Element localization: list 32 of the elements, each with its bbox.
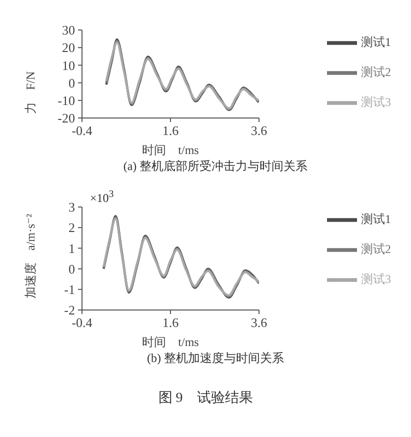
caption: 图 9 试验结果 — [157, 390, 254, 407]
x-tick-label: -0.4 — [72, 315, 93, 330]
legend-label: 测试1 — [361, 34, 391, 49]
legend-label: 测试2 — [361, 242, 391, 256]
legend-label: 测试2 — [361, 64, 391, 79]
y-tick-label: 0 — [68, 75, 75, 90]
x-tick-label: 3.6 — [250, 123, 268, 138]
y-axis-title: 加速度 a/m·s⁻² — [23, 214, 38, 298]
legend-label: 测试3 — [361, 272, 391, 286]
text: ×10$^{3}$ — [90, 189, 114, 206]
x-tick-label: 1.6 — [162, 123, 180, 138]
y-tick-label: 30 — [62, 22, 75, 38]
y-tick-label: -2 — [64, 302, 75, 318]
y-tick-label: -1 — [64, 282, 75, 298]
legend-label: 测试1 — [361, 212, 391, 226]
y-tick-label: 0 — [68, 261, 75, 276]
y-tick-label: 1 — [68, 240, 75, 256]
x-axis-title: 时间 t/ms — [142, 143, 200, 157]
y-tick-label: 2 — [68, 220, 75, 236]
x-tick-label: -0.4 — [72, 123, 93, 138]
x-tick-label: 1.6 — [162, 315, 180, 330]
y-axis-title: 力 F/N — [23, 70, 38, 114]
y-tick-label: -20 — [58, 110, 75, 126]
x-axis-title: 时间 t/ms — [142, 335, 200, 349]
x-tick-label: 3.6 — [250, 315, 268, 330]
text: (a) 整机底部所受冲击力与时间关系 — [122, 158, 309, 175]
text: (b) 整机加速度与时间关系 — [146, 350, 285, 367]
y-tick-label: 20 — [62, 40, 75, 56]
y-tick-label: 3 — [68, 200, 75, 215]
y-tick-label: -10 — [58, 93, 75, 108]
y-tick-label: 10 — [62, 58, 75, 73]
legend-label: 测试3 — [361, 94, 391, 109]
